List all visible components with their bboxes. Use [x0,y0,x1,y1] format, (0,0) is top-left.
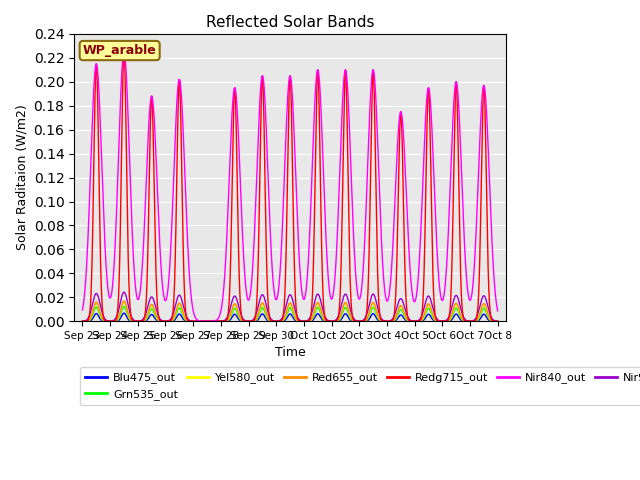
Grn535_out [347,316,355,322]
Nir945_out [492,318,500,324]
Nir945_out [234,301,242,307]
Nir840_out [79,307,86,313]
Redg715_out [406,318,413,324]
Text: WP_arable: WP_arable [83,44,157,57]
Legend: Blu475_out, Grn535_out, Yel580_out, Red655_out, Redg715_out, Nir840_out, Nir945_: Blu475_out, Grn535_out, Yel580_out, Red6… [80,367,640,406]
Redg715_out [79,318,86,324]
Blu475_out [168,318,175,324]
Blu475_out [492,318,500,324]
Red655_out [234,309,242,314]
Nir840_out [120,49,128,55]
Blu475_out [347,317,355,323]
Nir840_out [494,308,502,314]
Nir840_out [163,294,171,300]
Blu475_out [234,315,242,321]
Red655_out [494,318,502,324]
Line: Redg715_out: Redg715_out [83,52,498,321]
Nir840_out [203,318,211,324]
Yel580_out [120,300,128,305]
Yel580_out [347,314,355,320]
Line: Nir840_out: Nir840_out [83,52,498,321]
Grn535_out [234,312,242,318]
Redg715_out [168,317,175,323]
Title: Reflected Solar Bands: Reflected Solar Bands [206,15,374,30]
Y-axis label: Solar Raditaion (W/m2): Solar Raditaion (W/m2) [15,105,28,251]
Nir840_out [492,300,500,305]
Grn535_out [492,318,500,324]
Grn535_out [168,318,175,324]
Red655_out [492,318,500,324]
Blu475_out [79,318,86,324]
Nir840_out [406,255,413,261]
Line: Nir945_out: Nir945_out [83,292,498,321]
Nir945_out [120,289,128,295]
Redg715_out [347,285,355,291]
Redg715_out [163,318,171,324]
Grn535_out [406,318,413,324]
Redg715_out [492,318,500,324]
X-axis label: Time: Time [275,347,305,360]
Nir945_out [168,315,175,321]
Yel580_out [234,310,242,315]
Grn535_out [203,318,211,324]
Nir945_out [494,318,502,324]
Grn535_out [120,303,128,309]
Line: Red655_out: Red655_out [83,301,498,321]
Blu475_out [203,318,211,324]
Line: Grn535_out: Grn535_out [83,306,498,321]
Blu475_out [494,318,502,324]
Nir840_out [347,152,355,157]
Blu475_out [163,318,171,324]
Nir945_out [347,307,355,312]
Grn535_out [163,318,171,324]
Grn535_out [79,318,86,324]
Redg715_out [203,318,211,324]
Grn535_out [494,318,502,324]
Line: Yel580_out: Yel580_out [83,302,498,321]
Redg715_out [234,221,242,227]
Red655_out [406,318,413,324]
Red655_out [163,318,171,324]
Red655_out [120,298,128,304]
Yel580_out [406,318,413,324]
Nir945_out [163,318,171,324]
Nir840_out [168,233,175,239]
Red655_out [347,313,355,319]
Yel580_out [494,318,502,324]
Yel580_out [492,318,500,324]
Yel580_out [163,318,171,324]
Redg715_out [120,49,128,55]
Blu475_out [406,318,413,324]
Yel580_out [203,318,211,324]
Nir945_out [203,318,211,324]
Red655_out [79,318,86,324]
Nir945_out [406,316,413,322]
Nir840_out [234,122,242,128]
Yel580_out [168,318,175,324]
Redg715_out [494,318,502,324]
Red655_out [203,318,211,324]
Blu475_out [120,310,128,316]
Line: Blu475_out: Blu475_out [83,313,498,321]
Yel580_out [79,318,86,324]
Red655_out [168,318,175,324]
Nir945_out [79,318,86,324]
